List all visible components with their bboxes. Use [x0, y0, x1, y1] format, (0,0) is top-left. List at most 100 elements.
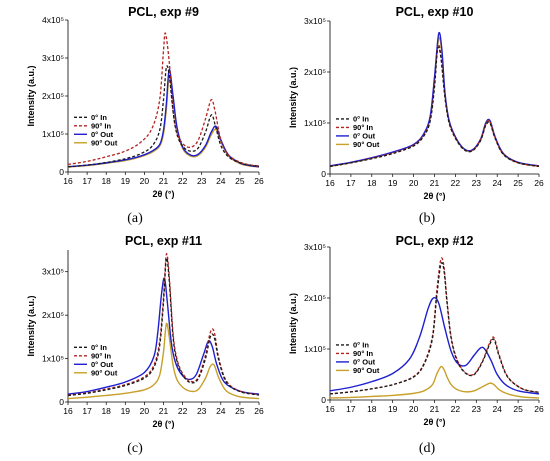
chart-panel-3: PCL, exp #11 16 17 18 19 20 21 22 23 24 25 26 0 1x10⁵…	[26, 234, 264, 456]
y-axis-label: Intensity (a.u.)	[26, 65, 36, 126]
x-tick-label: 16	[325, 178, 335, 188]
x-tick-label: 16	[325, 404, 335, 414]
x-tick-label: 18	[101, 176, 111, 186]
y-tick-label: 2x10⁵	[42, 310, 64, 320]
x-tick-label: 22	[178, 406, 188, 416]
y-tick-label: 0	[321, 169, 326, 179]
panel-caption: (a)	[127, 211, 143, 226]
series-line	[329, 297, 540, 395]
legend-label: 90° In	[91, 351, 112, 360]
y-tick-label: 3x10⁵	[304, 16, 326, 26]
chart-panel-1: PCL, exp #9 16 17 18 19 20 21 22 23 24 25 26 0 1x10⁵ 2…	[26, 5, 264, 226]
chart-title: PCL, exp #10	[396, 5, 474, 19]
x-tick-label: 24	[492, 178, 502, 188]
x-tick-label: 23	[197, 176, 207, 186]
x-tick-label: 18	[367, 178, 377, 188]
y-tick-label: 0	[59, 397, 64, 407]
x-tick-label: 26	[254, 406, 264, 416]
x-tick-label: 24	[492, 404, 502, 414]
panel-caption: (c)	[127, 441, 143, 456]
series-line	[67, 322, 260, 400]
legend-label: 0° In	[91, 113, 107, 122]
y-tick-label: 3x10⁵	[42, 267, 64, 277]
legend-label: 0° In	[353, 115, 369, 124]
x-tick-label: 22	[178, 176, 188, 186]
y-tick-label: 1x10⁵	[42, 129, 64, 139]
series-line	[329, 46, 540, 167]
x-tick-label: 21	[159, 406, 169, 416]
x-tick-label: 21	[159, 176, 169, 186]
x-tick-label: 20	[140, 176, 150, 186]
x-tick-label: 17	[346, 178, 356, 188]
legend-label: 90° In	[91, 121, 112, 130]
x-tick-label: 26	[534, 404, 544, 414]
y-tick-label: 0	[321, 395, 326, 405]
legend-label: 90° Out	[353, 140, 380, 149]
series-line	[329, 365, 540, 399]
x-tick-label: 20	[409, 178, 419, 188]
x-tick-label: 17	[82, 176, 92, 186]
legend-label: 90° Out	[353, 366, 380, 375]
panel-caption: (d)	[419, 441, 436, 456]
x-tick-label: 25	[513, 404, 523, 414]
x-tick-label: 20	[409, 404, 419, 414]
legend-label: 90° Out	[91, 368, 118, 377]
x-tick-label: 22	[451, 178, 461, 188]
x-tick-label: 18	[101, 406, 111, 416]
x-tick-label: 19	[121, 176, 131, 186]
series-line	[67, 68, 260, 168]
y-tick-label: 2x10⁵	[42, 91, 64, 101]
y-axis-label: Intensity (a.u.)	[288, 67, 298, 128]
y-tick-label: 1x10⁵	[304, 344, 326, 354]
legend-label: 0° Out	[91, 360, 114, 369]
x-tick-label: 25	[235, 406, 245, 416]
x-tick-label: 23	[197, 406, 207, 416]
x-tick-label: 19	[388, 178, 398, 188]
y-tick-label: 1x10⁵	[42, 354, 64, 364]
x-axis-label: 2θ (°)	[153, 419, 175, 429]
series-line	[67, 257, 260, 397]
legend-label: 0° Out	[91, 130, 114, 139]
series-line	[67, 277, 260, 395]
y-tick-label: 4x10⁵	[42, 15, 64, 25]
x-tick-label: 16	[63, 176, 73, 186]
chart-title: PCL, exp #11	[125, 234, 202, 248]
x-tick-label: 23	[472, 404, 482, 414]
legend-label: 90° In	[353, 123, 374, 132]
x-tick-label: 24	[216, 176, 226, 186]
x-tick-label: 17	[346, 404, 356, 414]
y-tick-label: 2x10⁵	[304, 67, 326, 77]
x-tick-label: 25	[235, 176, 245, 186]
legend-label: 0° Out	[353, 358, 376, 367]
legend-label: 90° In	[353, 349, 374, 358]
y-tick-label: 3x10⁵	[42, 53, 64, 63]
chart-title: PCL, exp #9	[128, 5, 199, 19]
chart-title: PCL, exp #12	[396, 234, 474, 248]
x-tick-label: 24	[216, 406, 226, 416]
x-tick-label: 18	[367, 404, 377, 414]
x-tick-label: 20	[140, 406, 150, 416]
x-axis-label: 2θ (°)	[424, 417, 446, 427]
x-tick-label: 22	[451, 404, 461, 414]
x-tick-label: 26	[534, 178, 544, 188]
chart-panel-2: PCL, exp #10 16 17 18 19 20 21 22 23 24 25 26 0 1x10⁵…	[288, 5, 544, 226]
y-tick-label: 0	[59, 167, 64, 177]
legend-label: 0° In	[353, 341, 369, 350]
y-axis-label: Intensity (a.u.)	[288, 293, 298, 354]
x-tick-label: 25	[513, 178, 523, 188]
x-tick-label: 19	[121, 406, 131, 416]
y-axis-label: Intensity (a.u.)	[26, 295, 36, 356]
series-line	[329, 262, 540, 395]
x-tick-label: 16	[63, 406, 73, 416]
legend-label: 0° Out	[353, 132, 376, 141]
y-tick-label: 2x10⁵	[304, 293, 326, 303]
x-tick-label: 21	[430, 178, 440, 188]
x-tick-label: 23	[472, 178, 482, 188]
legend-label: 0° In	[91, 343, 107, 352]
x-tick-label: 17	[82, 406, 92, 416]
x-axis-label: 2θ (°)	[424, 191, 446, 201]
x-tick-label: 21	[430, 404, 440, 414]
chart-panel-4: PCL, exp #12 16 17 18 19 20 21 22 23 24 25 26 0 1x10⁵…	[288, 234, 544, 456]
y-tick-label: 1x10⁵	[304, 118, 326, 128]
